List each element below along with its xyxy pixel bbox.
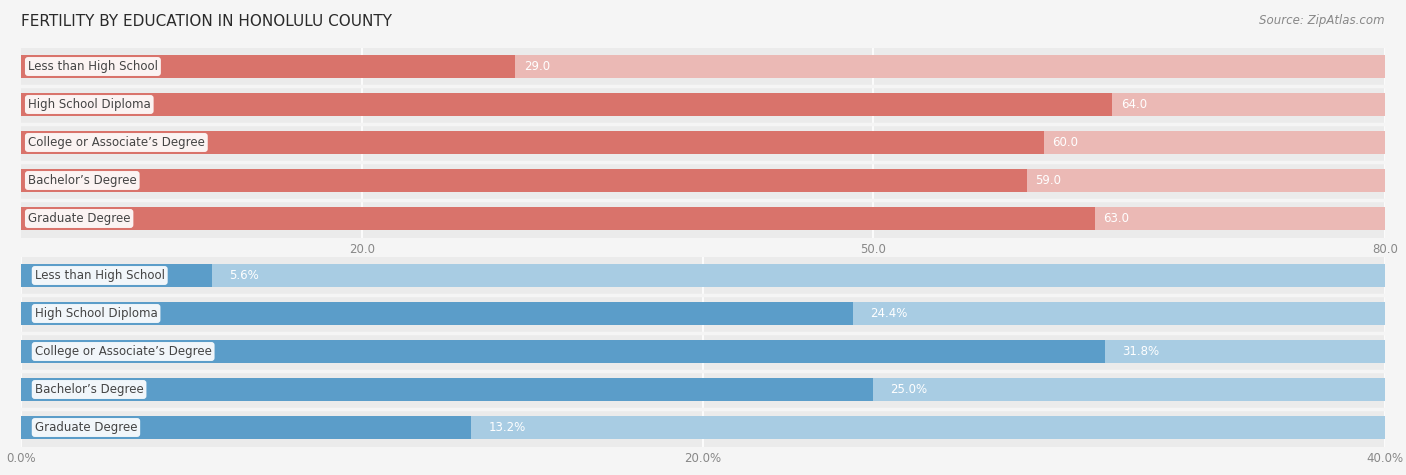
Text: 31.8%: 31.8% [1122,345,1160,358]
Text: Graduate Degree: Graduate Degree [28,212,131,225]
Bar [21,131,1045,154]
Bar [21,302,1385,325]
Bar [21,93,1112,116]
Text: Less than High School: Less than High School [28,60,157,73]
Bar [21,169,1026,192]
Text: 5.6%: 5.6% [229,269,259,282]
Text: FERTILITY BY EDUCATION IN HONOLULU COUNTY: FERTILITY BY EDUCATION IN HONOLULU COUNT… [21,14,392,29]
Text: 24.4%: 24.4% [870,307,907,320]
Text: High School Diploma: High School Diploma [35,307,157,320]
Text: Bachelor’s Degree: Bachelor’s Degree [28,174,136,187]
Bar [21,93,1385,116]
Text: 59.0: 59.0 [1035,174,1062,187]
Text: 63.0: 63.0 [1104,212,1129,225]
Text: College or Associate’s Degree: College or Associate’s Degree [35,345,212,358]
Text: Bachelor’s Degree: Bachelor’s Degree [35,383,143,396]
Bar [21,264,212,287]
Text: 13.2%: 13.2% [488,421,526,434]
Text: Less than High School: Less than High School [35,269,165,282]
Bar [21,340,1105,363]
Text: High School Diploma: High School Diploma [28,98,150,111]
Bar [21,340,1385,363]
Text: College or Associate’s Degree: College or Associate’s Degree [28,136,205,149]
Bar [21,207,1385,230]
Text: 29.0: 29.0 [524,60,550,73]
Bar [21,416,1385,439]
Text: 60.0: 60.0 [1053,136,1078,149]
Bar [21,55,516,78]
Bar [21,169,1385,192]
Bar [21,416,471,439]
Bar [21,378,1385,401]
Text: 25.0%: 25.0% [890,383,928,396]
Bar [21,378,873,401]
Text: Graduate Degree: Graduate Degree [35,421,138,434]
Bar [21,302,853,325]
Text: 64.0: 64.0 [1121,98,1147,111]
Bar [21,131,1385,154]
Bar [21,264,1385,287]
Text: Source: ZipAtlas.com: Source: ZipAtlas.com [1260,14,1385,27]
Bar [21,55,1385,78]
Bar [21,207,1095,230]
